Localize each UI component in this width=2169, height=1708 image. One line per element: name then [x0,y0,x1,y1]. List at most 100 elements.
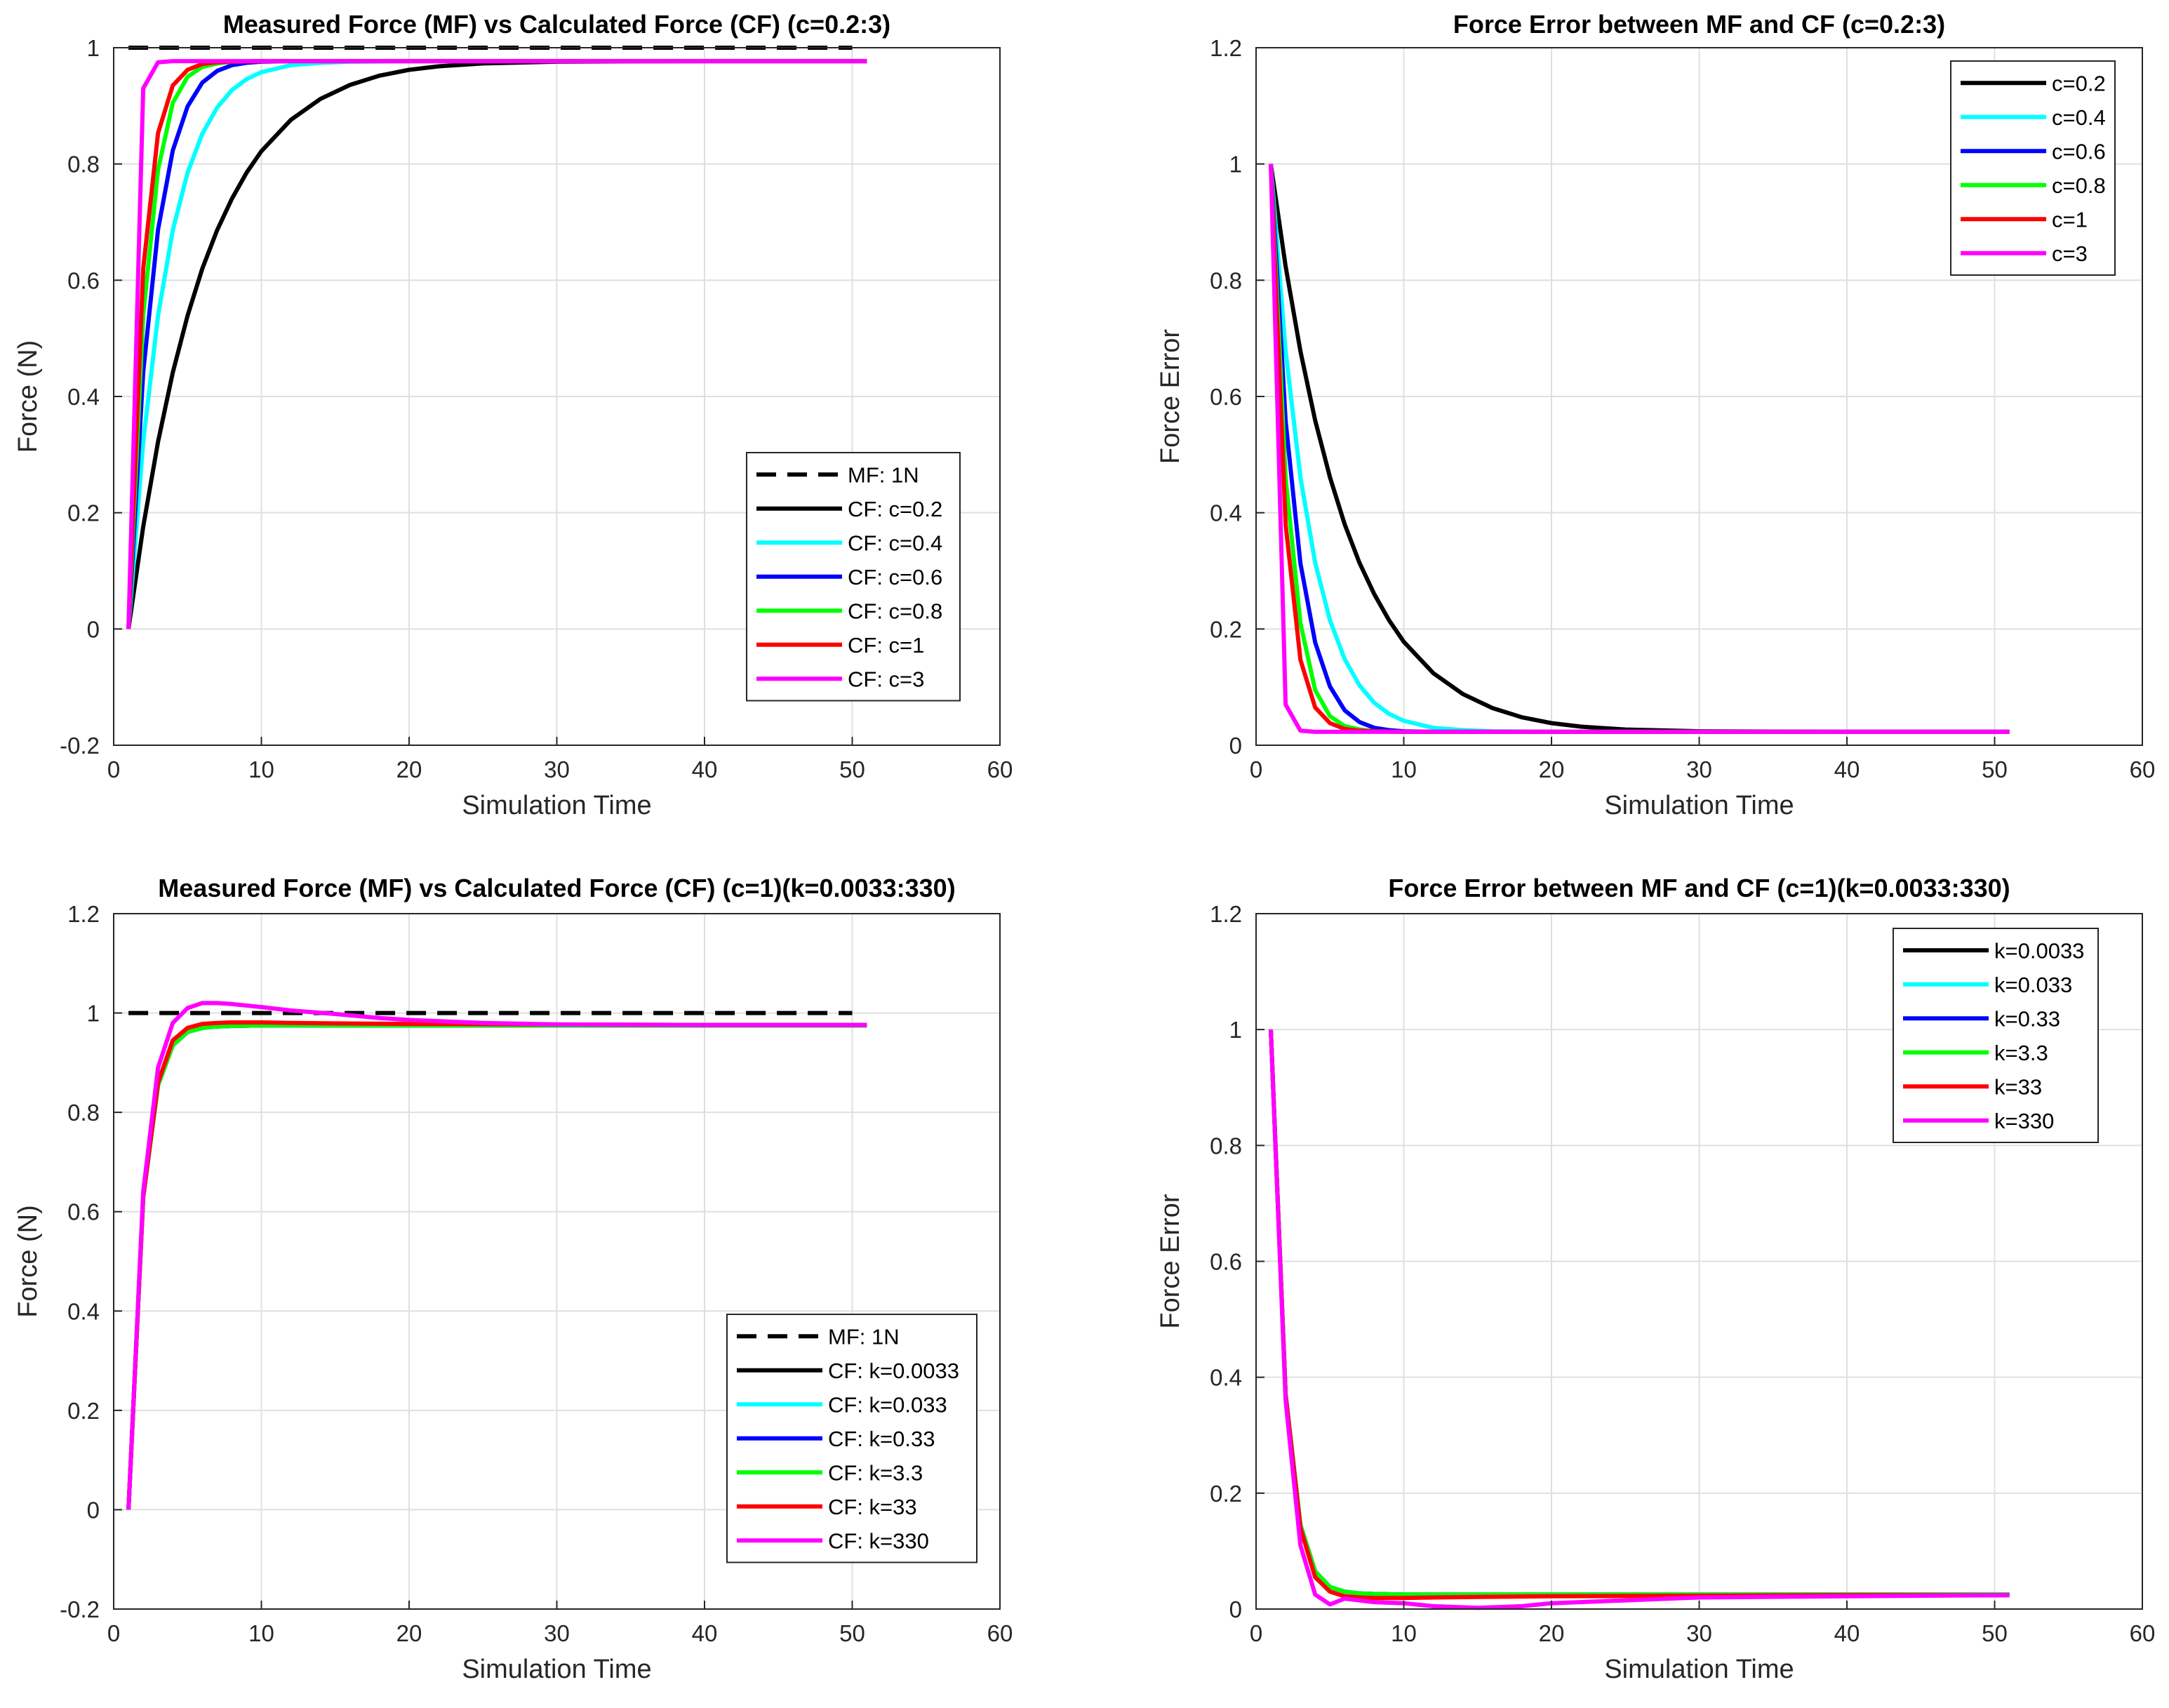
x-tick-label: 20 [1539,756,1565,782]
y-tick-label: 0 [1229,733,1242,759]
y-tick-label: 0.6 [1210,1249,1242,1275]
legend-label: CF: k=0.0033 [828,1359,959,1383]
x-tick-label: 60 [2130,756,2156,782]
legend: c=0.2 c=0.4 c=0.6 c=0.8 c=1 c=3 [1950,60,2116,276]
series-line-7 [126,1001,867,1510]
legend-label: k=0.33 [1994,1006,2060,1031]
legend-label: CF: c=3 [848,667,924,691]
x-axis-label: Simulation Time [1604,1655,1794,1684]
y-tick-label: 1.2 [1210,35,1242,61]
x-axis-label: Simulation Time [1604,791,1794,820]
x-tick-label: 30 [544,1620,570,1646]
x-axis-label: Simulation Time [462,791,651,820]
y-tick-label: 0 [87,1497,100,1523]
y-tick-label: 0.8 [1210,267,1242,293]
x-axis-label: Simulation Time [462,1655,651,1684]
chart-title: Measured Force (MF) vs Calculated Force … [223,10,890,39]
legend-label: CF: c=0.8 [848,599,942,623]
legend-box [1893,928,2099,1143]
y-tick-label: -0.2 [60,733,100,759]
y-tick-label: 0.2 [67,1398,100,1424]
legend-label: k=33 [1994,1074,2042,1099]
chart-title: Force Error between MF and CF (c=0.2:3) [1453,10,1945,39]
y-axis-label: Force Error [1156,329,1185,464]
y-tick-label: 0.8 [67,152,100,178]
y-tick-label: 0.2 [67,500,100,526]
y-tick-label: 0.6 [67,267,100,293]
legend-label: CF: c=0.2 [848,497,942,521]
x-tick-label: 10 [1391,1620,1417,1646]
x-tick-label: 60 [2130,1620,2156,1646]
legend-label: c=0.6 [2052,139,2106,164]
x-tick-label: 20 [396,756,422,782]
x-tick-label: 50 [839,756,865,782]
series-line-7 [126,59,867,629]
legend: MF: 1N CF: c=0.2 CF: c=0.4 CF: c=0.6 CF: c=0… [746,452,961,702]
legend-box [1950,60,2116,276]
x-tick-label: 40 [692,756,718,782]
legend-label: k=0.033 [1994,973,2072,997]
x-tick-label: 40 [692,1620,718,1646]
x-tick-label: 10 [248,1620,274,1646]
x-tick-label: 0 [107,756,120,782]
x-tick-label: 50 [839,1620,865,1646]
y-axis-label: Force (N) [13,1205,43,1317]
y-tick-label: 0 [1229,1596,1242,1622]
chart-title: Measured Force (MF) vs Calculated Force … [158,874,955,902]
x-tick-label: 40 [1834,1620,1860,1646]
x-tick-label: 0 [1250,756,1262,782]
y-axis-label: Force Error [1156,1194,1185,1328]
y-tick-label: 1.2 [67,901,100,927]
y-tick-label: 0.6 [1210,384,1242,410]
legend-label: c=3 [2052,241,2088,266]
x-tick-label: 30 [1686,756,1712,782]
legend-label: k=330 [1994,1109,2054,1133]
x-tick-label: 20 [396,1620,422,1646]
legend-label: CF: k=0.033 [828,1392,947,1417]
y-tick-label: 1 [87,35,100,61]
y-tick-label: 0.6 [67,1199,100,1225]
y-tick-label: 0.4 [67,384,100,410]
legend-label: CF: k=3.3 [828,1460,923,1485]
x-tick-label: 20 [1539,1620,1565,1646]
legend-label: c=1 [2052,207,2088,232]
x-tick-label: 50 [1982,1620,2008,1646]
chart-panel-3: 0 10 20 30 40 50 60 -0.2 0 0.2 0.4 0.6 0.8 1 1.2 Measur… [13,874,1013,1684]
y-tick-label: 0.4 [67,1298,100,1324]
x-tick-label: 60 [987,756,1013,782]
chart-panel-1: 0 10 20 30 40 50 60 -0.2 0 0.2 0.4 0.6 0.8 1 Measured … [13,10,1013,820]
legend-label: CF: c=0.4 [848,531,942,555]
legend-label: k=3.3 [1994,1041,2048,1065]
y-tick-label: 1 [1229,152,1242,178]
y-tick-label: 0.2 [1210,1481,1242,1507]
x-tick-label: 60 [987,1620,1013,1646]
y-tick-label: 0.8 [1210,1133,1242,1159]
legend-label: CF: c=1 [848,633,924,658]
y-tick-label: 0 [87,616,100,642]
chart-panel-4: 0 10 20 30 40 50 60 0 0.2 0.4 0.6 0.8 1 1.2 Force Erro… [1156,874,2155,1684]
y-tick-label: 1.2 [1210,901,1242,927]
legend: k=0.0033 k=0.033 k=0.33 k=3.3 k=33 k=330 [1893,928,2099,1143]
legend-label: CF: k=33 [828,1495,917,1519]
y-tick-label: -0.2 [60,1596,100,1622]
legend-label: CF: k=0.33 [828,1427,935,1451]
y-tick-label: 1 [1229,1017,1242,1043]
legend-label: MF: 1N [828,1324,900,1349]
x-tick-label: 10 [248,756,274,782]
legend-label: MF: 1N [848,462,919,487]
x-tick-label: 50 [1982,756,2008,782]
y-tick-label: 0.2 [1210,616,1242,642]
legend-box [746,452,961,702]
chart-title: Force Error between MF and CF (c=1)(k=0.… [1388,874,2010,902]
series-line-5 [1269,1029,2010,1601]
x-tick-label: 0 [107,1620,120,1646]
x-tick-label: 10 [1391,756,1417,782]
legend-label: CF: k=330 [828,1528,929,1553]
x-tick-label: 0 [1250,1620,1262,1646]
legend-label: CF: c=0.6 [848,565,942,589]
series-line-6 [1269,164,2010,734]
x-tick-label: 30 [1686,1620,1712,1646]
x-tick-label: 40 [1834,756,1860,782]
legend-label: c=0.8 [2052,173,2106,198]
